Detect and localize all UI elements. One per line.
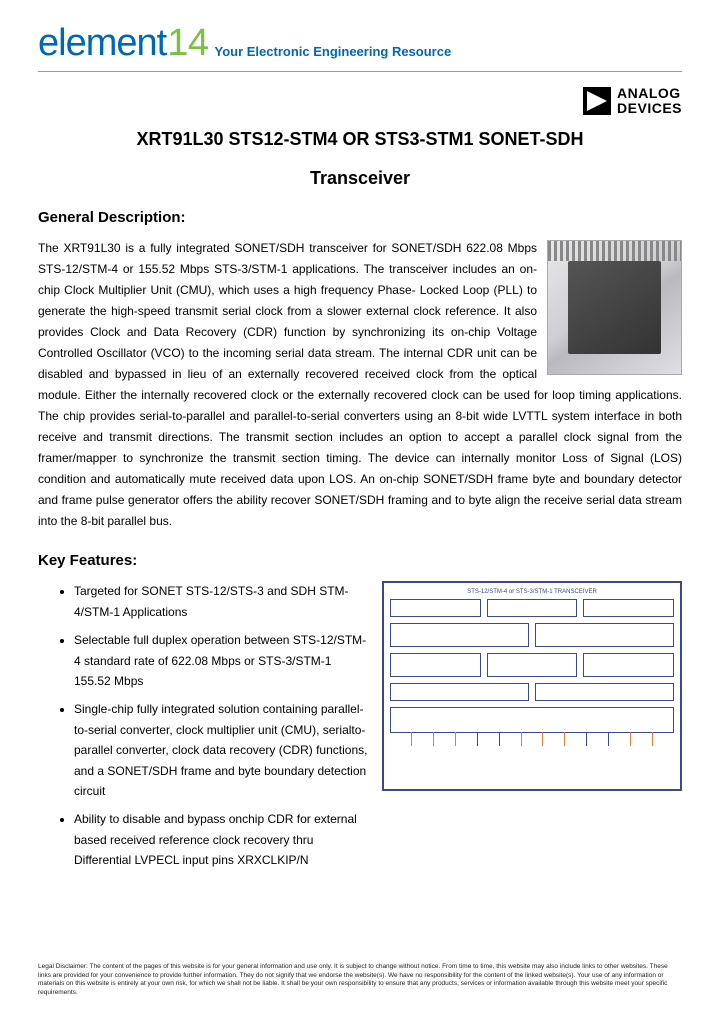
- general-description-heading: General Description:: [38, 209, 682, 226]
- logo-text-element: element: [38, 22, 166, 65]
- feature-item: Ability to disable and bypass onchip CDR…: [74, 809, 368, 870]
- feature-item: Selectable full duplex operation between…: [74, 630, 368, 691]
- block-diagram: STS-12/STM-4 or STS-3/STM-1 TRANSCEIVER: [382, 581, 682, 791]
- header: element14 Your Electronic Engineering Re…: [38, 0, 682, 65]
- features-row: Targeted for SONET STS-12/STS-3 and SDH …: [38, 581, 682, 878]
- chip-image: [547, 240, 682, 375]
- features-list: Targeted for SONET STS-12/STS-3 and SDH …: [38, 581, 368, 878]
- divider: [38, 71, 682, 72]
- ad-text: ANALOG DEVICES: [617, 86, 682, 115]
- feature-item: Single-chip fully integrated solution co…: [74, 699, 368, 801]
- logo-text-14: 14: [167, 22, 208, 65]
- title-line-1: XRT91L30 STS12-STM4 OR STS3-STM1 SONET-S…: [38, 129, 682, 150]
- ad-line2: DEVICES: [617, 101, 682, 116]
- title-line-2: Transceiver: [38, 168, 682, 189]
- description-wrap: The XRT91L30 is a fully integrated SONET…: [38, 238, 682, 532]
- ad-triangle-icon: [583, 87, 611, 115]
- ad-line1: ANALOG: [617, 86, 682, 101]
- feature-item: Targeted for SONET STS-12/STS-3 and SDH …: [74, 581, 368, 622]
- diagram-arrows: [401, 732, 663, 750]
- diagram-title: STS-12/STM-4 or STS-3/STM-1 TRANSCEIVER: [390, 589, 674, 595]
- page-title: XRT91L30 STS12-STM4 OR STS3-STM1 SONET-S…: [38, 129, 682, 189]
- analog-devices-logo: ANALOG DEVICES: [583, 86, 682, 115]
- key-features-heading: Key Features:: [38, 552, 682, 569]
- tagline: Your Electronic Engineering Resource: [214, 44, 451, 65]
- brand-logo-area: ANALOG DEVICES: [38, 86, 682, 115]
- legal-disclaimer: Legal Disclaimer: The content of the pag…: [38, 963, 682, 998]
